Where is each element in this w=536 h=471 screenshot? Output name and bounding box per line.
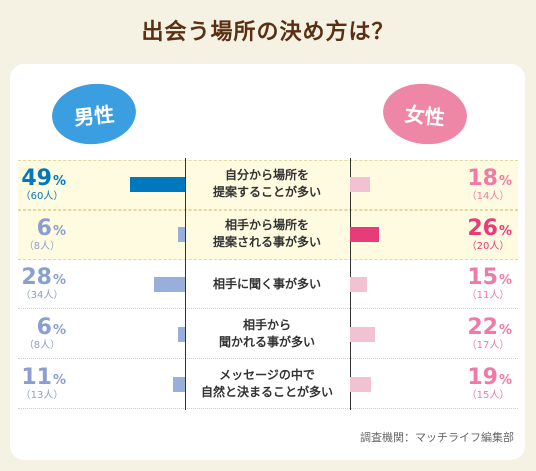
male-count-label: （34人） [20, 290, 64, 301]
female-percent-label: 19% [467, 365, 512, 390]
chart-row: 11% （13人） 19% （15人） [18, 360, 518, 409]
male-count-label: （8人） [23, 340, 61, 351]
category-label: 相手に聞く事が多い [212, 276, 321, 291]
male-percent-label: 28% [21, 265, 66, 290]
female-bar [350, 277, 367, 292]
male-percent-label: 6% [36, 216, 66, 241]
male-bar [130, 177, 185, 192]
chart-row: 6% （8人） 26% （20人） [18, 210, 518, 260]
category-label: メッセージの中で 自然と決まることが多い [200, 368, 333, 399]
male-bar [178, 327, 185, 342]
female-count-label: （11人） [466, 290, 510, 301]
female-count-label: （17人） [466, 340, 510, 351]
male-bar [154, 277, 185, 292]
male-percent-label: 11% [21, 365, 66, 390]
male-bar [178, 227, 185, 242]
female-count-label: （15人） [466, 390, 510, 401]
female-percent-label: 22% [467, 315, 512, 340]
female-bar [350, 327, 375, 342]
male-count-label: （60人） [20, 191, 64, 202]
male-count-label: （8人） [23, 241, 61, 252]
category-label: 相手から 聞かれる事が多い [218, 318, 315, 349]
female-count-label: （14人） [466, 191, 510, 202]
category-label: 相手から場所を 提案される事が多い [212, 218, 321, 249]
chart-row: 49% （60人） 18% （14人） [18, 160, 518, 210]
chart-row: 6% （8人） 22% （17人） [18, 310, 518, 359]
female-percent-label: 15% [467, 265, 512, 290]
category-label: 自分から場所を 提案することが多い [212, 168, 321, 199]
male-count-label: （13人） [20, 390, 64, 401]
survey-credit: 調査機関：マッチライフ編集部 [360, 431, 514, 444]
female-bar [350, 377, 371, 392]
male-bar [173, 377, 185, 392]
female-bar [350, 177, 370, 192]
female-bar [350, 227, 379, 242]
female-count-label: （20人） [466, 241, 510, 252]
female-percent-label: 26% [467, 216, 512, 241]
chart-row: 28% （34人） 15% （11人） [18, 260, 518, 309]
male-percent-label: 6% [36, 315, 66, 340]
male-percent-label: 49% [21, 166, 66, 191]
chart-title: 出会う場所の決め方は？ [141, 20, 395, 45]
female-percent-label: 18% [467, 166, 512, 191]
